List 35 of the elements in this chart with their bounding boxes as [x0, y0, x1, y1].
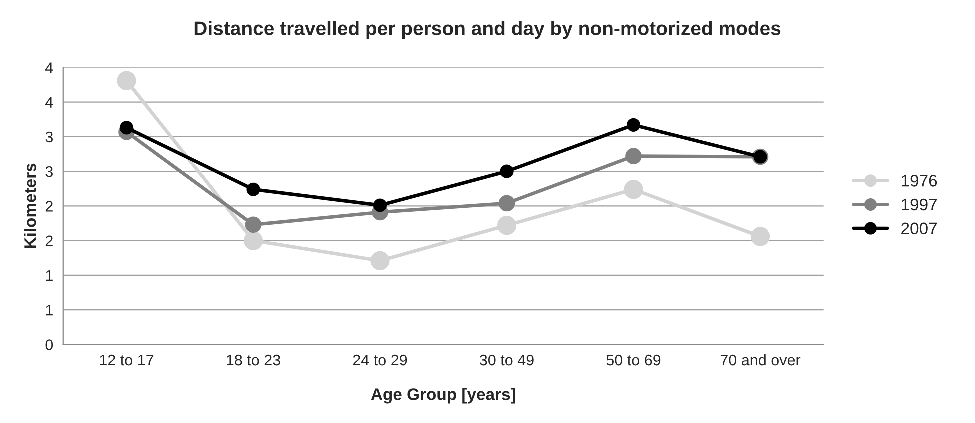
legend-label: 1997: [902, 198, 937, 211]
point: [497, 216, 517, 236]
y-tick-label: 3: [46, 132, 53, 143]
point: [244, 231, 264, 250]
y-tick-label: 3: [46, 166, 53, 178]
point: [750, 227, 770, 246]
x-axis-title: Age Group [years]: [371, 388, 516, 404]
point: [120, 121, 134, 135]
y-tick-label: 1: [46, 305, 53, 316]
legend-label: 1976: [902, 175, 938, 187]
y-axis-title: Kilometers: [24, 164, 36, 248]
chart-title: Distance travelled per person and day by non-motorized modes: [194, 21, 781, 40]
point: [245, 216, 262, 234]
x-tick-label: 18 to 23: [227, 354, 280, 366]
x-tick-label: 30 to 49: [480, 354, 534, 366]
y-tick-label: 1: [46, 270, 53, 282]
x-tick-label: 70 and over: [720, 354, 801, 366]
point: [117, 71, 136, 90]
point: [373, 198, 388, 212]
point: [626, 118, 641, 132]
y-tick-label: 0: [46, 340, 54, 350]
point: [370, 251, 390, 270]
x-tick-label: 50 to 69: [606, 354, 661, 366]
point: [624, 180, 644, 200]
y-tick-label: 4: [46, 62, 54, 74]
y-tick-label: 2: [46, 236, 53, 246]
y-tick-label: 4: [46, 97, 54, 108]
x-tick-label: 12 to 17: [100, 354, 154, 366]
x-tick-label: 24 to 29: [353, 354, 408, 366]
y-tick-label: 2: [46, 201, 53, 212]
point: [500, 164, 514, 178]
point: [626, 148, 642, 164]
legend-label: 2007: [902, 222, 937, 235]
point: [498, 195, 516, 212]
point: [246, 182, 260, 196]
